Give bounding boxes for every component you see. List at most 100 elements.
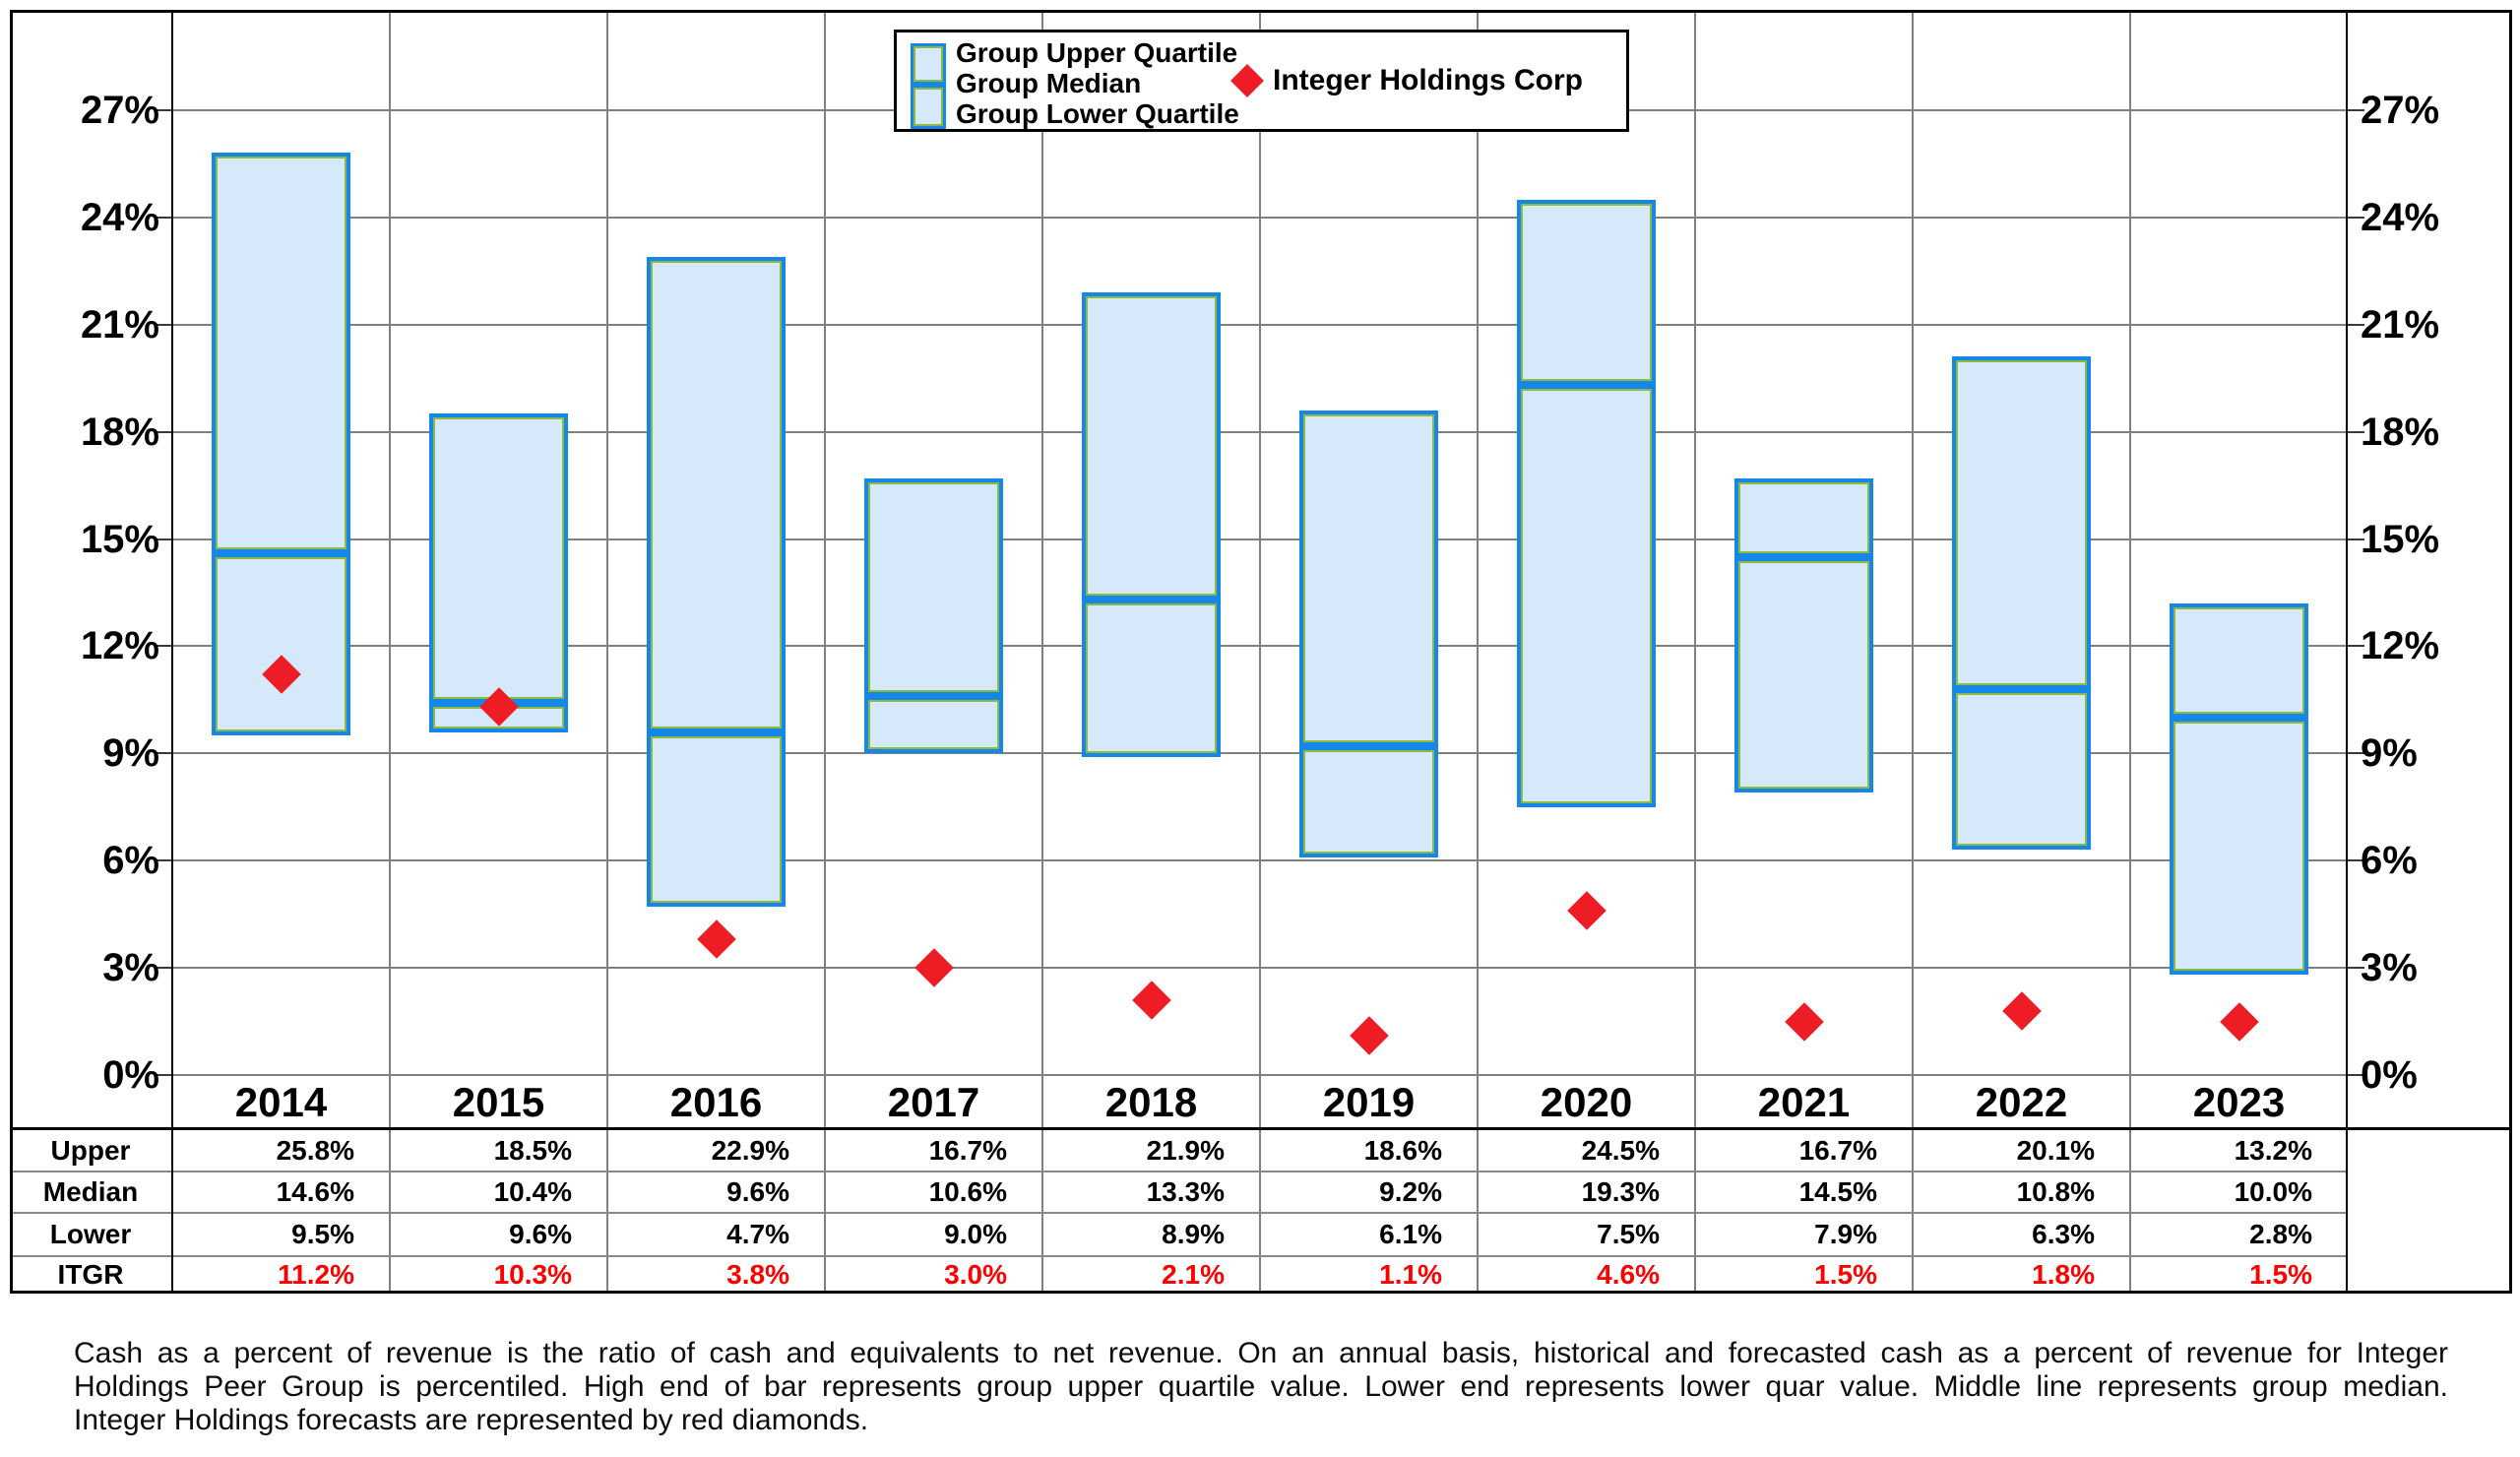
y-axis-tick-left xyxy=(156,1074,173,1076)
quartile-bar-upper-segment xyxy=(647,257,786,732)
itgr-diamond-marker xyxy=(1349,1016,1389,1055)
gridline-vertical xyxy=(389,10,391,1294)
y-axis-label-left: 18% xyxy=(80,410,159,454)
y-axis-tick-left xyxy=(156,324,173,326)
quartile-bar-lower-segment xyxy=(1734,557,1873,792)
y-axis-label-left: 3% xyxy=(102,945,159,989)
y-axis-tick-right xyxy=(2347,109,2364,111)
quartile-bar-upper-segment xyxy=(1082,292,1221,600)
table-value-cell: 24.5% xyxy=(1581,1135,1660,1166)
y-axis-tick-left xyxy=(156,859,173,861)
table-value-cell: 6.1% xyxy=(1379,1219,1442,1249)
table-value-cell: 22.9% xyxy=(711,1135,789,1166)
itgr-diamond-marker xyxy=(1131,981,1171,1020)
y-axis-label-right: 21% xyxy=(2361,302,2440,347)
table-value-cell: 6.3% xyxy=(2032,1219,2095,1249)
footnote-line-1: Cash as a percent of revenue is the rati… xyxy=(74,1337,2448,1369)
legend-series-labels: Group Upper Quartile Group Median Group … xyxy=(956,37,1239,129)
quartile-bar-upper-segment xyxy=(2170,603,2308,718)
y-axis-label-left: 21% xyxy=(80,302,159,347)
table-value-cell: 9.2% xyxy=(1379,1176,1442,1207)
y-axis-line-left xyxy=(171,10,173,1294)
y-axis-label-left: 0% xyxy=(102,1052,159,1097)
table-value-cell: 1.1% xyxy=(1379,1259,1442,1290)
quartile-bar-upper-segment xyxy=(212,153,350,553)
x-axis-year-label: 2015 xyxy=(452,1079,545,1125)
legend-median-label: Group Median xyxy=(956,68,1142,98)
table-value-cell: 21.9% xyxy=(1146,1135,1225,1166)
table-value-cell: 10.4% xyxy=(493,1176,572,1207)
table-value-cell: 1.8% xyxy=(2032,1259,2095,1290)
table-row-separator xyxy=(10,1255,2346,1257)
table-value-cell: 3.8% xyxy=(726,1259,789,1290)
quartile-bar-lower-segment xyxy=(864,696,1003,753)
legend-lower-quartile-label: Group Lower Quartile xyxy=(956,98,1239,129)
x-axis-year-label: 2022 xyxy=(1975,1079,2068,1125)
x-axis-year-label: 2023 xyxy=(2192,1079,2286,1125)
table-top-border xyxy=(10,1127,2512,1130)
table-value-cell: 1.5% xyxy=(2249,1259,2312,1290)
y-axis-tick-right xyxy=(2347,645,2364,647)
y-axis-label-right: 6% xyxy=(2361,838,2418,882)
legend-quartile-box-lower-icon xyxy=(911,85,946,129)
x-axis-year-label: 2019 xyxy=(1322,1079,1416,1125)
table-value-cell: 3.0% xyxy=(944,1259,1007,1290)
gridline-vertical xyxy=(1912,10,1914,1294)
legend-quartile-box-upper-icon xyxy=(911,43,946,85)
x-axis-year-label: 2021 xyxy=(1757,1079,1851,1125)
x-axis-year-label: 2017 xyxy=(887,1079,980,1125)
plot-right-border xyxy=(2346,10,2348,1294)
table-value-cell: 1.5% xyxy=(1814,1259,1877,1290)
y-axis-label-left: 6% xyxy=(102,838,159,882)
table-value-cell: 10.6% xyxy=(928,1176,1007,1207)
legend: Group Upper Quartile Group Median Group … xyxy=(894,30,1629,132)
table-row-header: Median xyxy=(42,1176,139,1207)
y-axis-tick-left xyxy=(156,538,173,540)
footnote-line-2: Holdings Peer Group is percentiled. High… xyxy=(74,1370,2448,1403)
y-axis-tick-left xyxy=(156,217,173,219)
x-axis-year-label: 2014 xyxy=(234,1079,328,1125)
y-axis-label-left: 12% xyxy=(80,623,159,667)
table-value-cell: 7.9% xyxy=(1814,1219,1877,1249)
table-value-cell: 10.0% xyxy=(2234,1176,2312,1207)
quartile-bar-upper-segment xyxy=(1517,200,1656,385)
table-value-cell: 14.5% xyxy=(1798,1176,1877,1207)
table-row-separator xyxy=(10,1171,2346,1172)
table-value-cell: 9.6% xyxy=(509,1219,572,1249)
table-value-cell: 16.7% xyxy=(1798,1135,1877,1166)
table-row-header: ITGR xyxy=(57,1259,124,1290)
y-axis-tick-left xyxy=(156,109,173,111)
y-axis-label-right: 0% xyxy=(2361,1052,2418,1097)
quartile-bar-lower-segment xyxy=(1517,385,1656,807)
quartile-bar-upper-segment xyxy=(1952,356,2091,689)
y-axis-tick-left xyxy=(156,752,173,754)
itgr-diamond-marker xyxy=(2219,1002,2259,1042)
legend-company-label: Integer Holdings Corp xyxy=(1273,64,1583,96)
y-axis-tick-right xyxy=(2347,324,2364,326)
y-axis-tick-right xyxy=(2347,431,2364,433)
table-value-cell: 13.2% xyxy=(2234,1135,2312,1166)
quartile-bar-upper-segment xyxy=(1299,411,1438,746)
itgr-diamond-marker xyxy=(1566,891,1606,930)
y-axis-tick-left xyxy=(156,967,173,969)
y-axis-label-right: 24% xyxy=(2361,195,2440,239)
y-axis-tick-right xyxy=(2347,1074,2364,1076)
quartile-bar-lower-segment xyxy=(2170,718,2308,975)
table-value-cell: 8.9% xyxy=(1162,1219,1225,1249)
itgr-diamond-marker xyxy=(2001,991,2042,1031)
table-value-cell: 7.5% xyxy=(1597,1219,1660,1249)
legend-upper-quartile-label: Group Upper Quartile xyxy=(956,37,1238,68)
table-value-cell: 20.1% xyxy=(2016,1135,2095,1166)
table-value-cell: 11.2% xyxy=(278,1259,354,1290)
y-axis-label-right: 18% xyxy=(2361,410,2440,454)
table-row-separator xyxy=(10,1212,2346,1214)
y-axis-tick-right xyxy=(2347,217,2364,219)
gridline-vertical xyxy=(606,10,608,1294)
y-axis-label-left: 27% xyxy=(80,88,159,132)
y-axis-label-right: 12% xyxy=(2361,623,2440,667)
y-axis-tick-right xyxy=(2347,859,2364,861)
quartile-bar-upper-segment xyxy=(429,413,568,703)
quartile-bar-upper-segment xyxy=(1734,478,1873,557)
x-axis-year-label: 2016 xyxy=(669,1079,763,1125)
